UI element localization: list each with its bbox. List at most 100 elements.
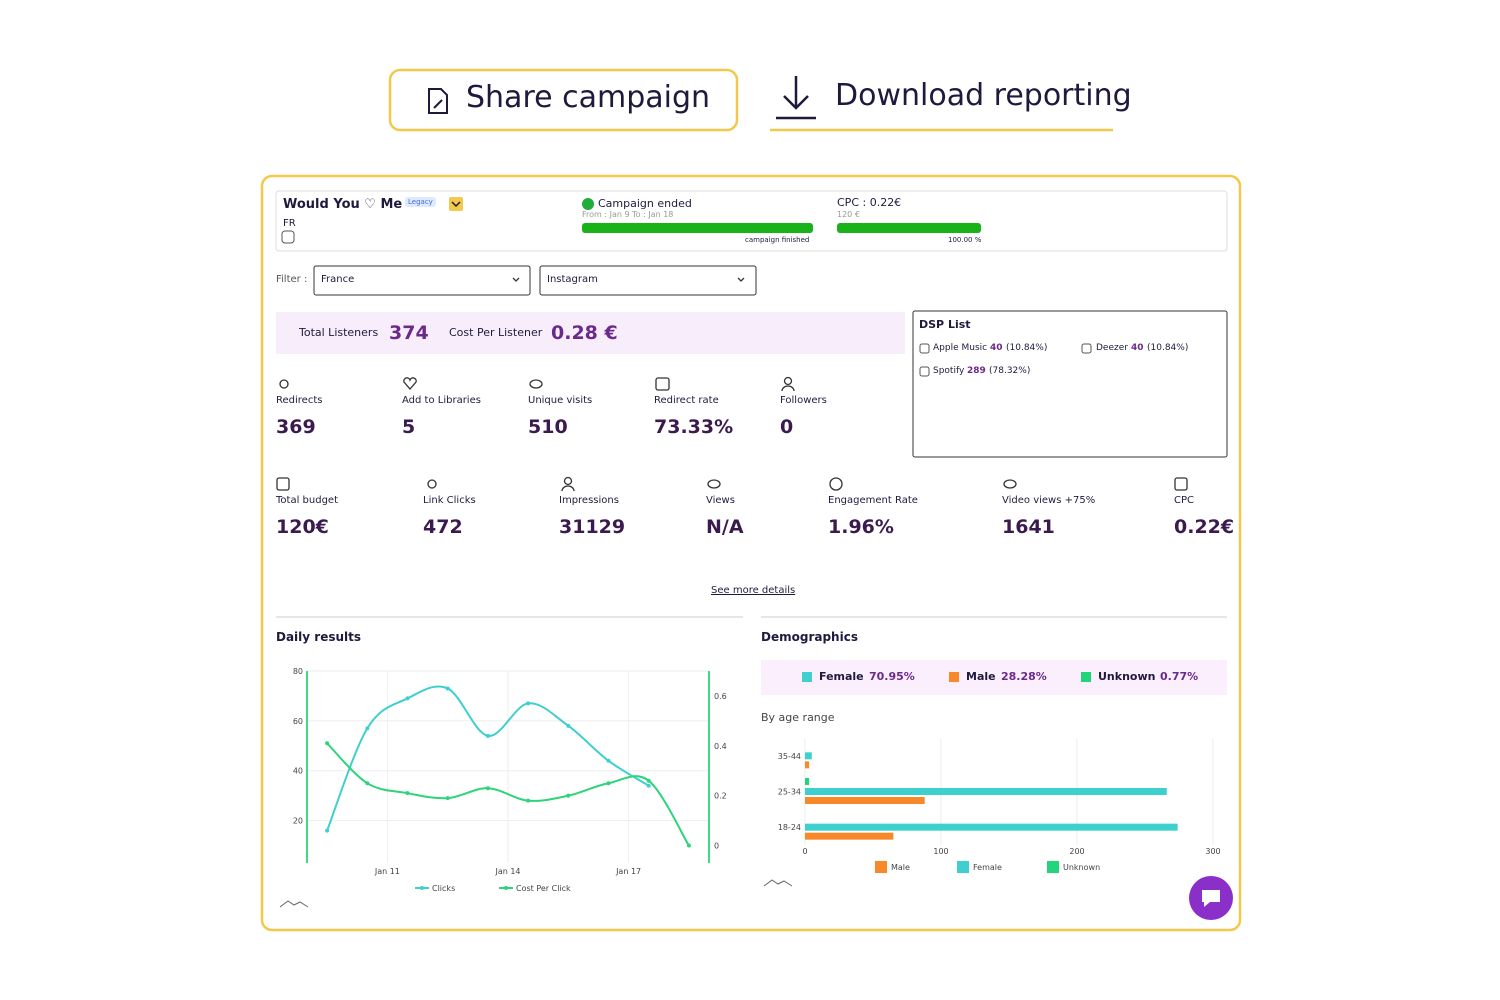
status: Campaign ended [598,197,692,210]
dsp-count: 40 [1131,343,1144,353]
legend-label: Clicks [432,884,455,893]
totals-band [276,312,905,354]
metric-value: 0 [780,416,794,438]
see-more[interactable]: See more details [711,585,796,596]
bar [805,752,812,760]
age-title: By age range [761,711,835,724]
dates: From : Jan 9 To : Jan 18 [582,210,674,219]
metric-label: Views [706,495,735,506]
bar [805,823,1178,831]
metric-label: Engagement Rate [828,495,918,506]
country-select[interactable] [313,265,531,296]
y2-tick-label: 0.2 [714,792,727,801]
chat-icon [1202,890,1220,907]
dsp-count: 40 [990,343,1003,353]
point [526,798,531,803]
legend-swatch [949,672,959,682]
download-label[interactable]: Download reporting [835,78,1132,113]
platform-value[interactable]: Instagram [547,274,598,285]
metric-value: 5 [402,416,416,438]
metric-value: 510 [528,416,568,438]
metric-label: Impressions [559,495,619,506]
gender-value: 0.77% [1160,670,1199,683]
gender-band [761,660,1227,695]
series-line [326,742,690,847]
gender-name: Female [819,670,864,683]
category-label: 25-34 [778,788,801,797]
dsp-name: Deezer [1096,343,1128,353]
platform-select[interactable] [539,265,757,296]
legend-label: Cost Per Click [516,884,571,893]
total-value: 0.28 € [551,322,618,344]
chart-logo [763,879,793,887]
campaign-box [275,190,1228,252]
country: FR [283,218,296,229]
metric-value: 1641 [1002,516,1055,538]
progress-bar [582,223,813,233]
bar [805,788,1167,795]
metric-icons [276,376,1188,492]
point [325,828,330,833]
metric-value: 73.33% [654,416,734,438]
legend-swatch [957,861,969,873]
y-tick-label: 20 [293,817,303,826]
gender-value: 70.95% [869,670,915,683]
legend-label: Unknown [1063,863,1100,872]
share-button[interactable] [388,68,739,132]
point [686,843,691,848]
x-tick-label: Jan 14 [494,867,520,876]
point [365,781,370,786]
y-tick-label: 40 [293,767,303,776]
category-label: 35-44 [778,752,801,761]
bar [805,778,810,785]
legend-dot [504,886,508,890]
x-tick-label: 100 [933,847,948,856]
legend-dot [420,886,424,890]
metric-value: 120€ [276,516,329,538]
point [445,686,450,691]
download-icon [783,76,809,110]
x-tick-label: 300 [1205,847,1220,856]
point [606,781,611,786]
point [405,791,410,796]
point [485,733,490,738]
y2-tick-label: 0 [714,842,719,851]
card [260,174,1242,932]
point [566,723,571,728]
metric-value: 472 [423,516,463,538]
metric-label: Link Clicks [423,495,476,506]
x-tick-label: Jan 17 [615,867,641,876]
gender-name: Unknown [1098,670,1156,683]
point [646,778,651,783]
dsp-title: DSP List [919,318,971,331]
bar [805,797,925,804]
metric-value: 1.96% [828,516,894,538]
category-label: 18-24 [778,823,801,832]
budget-progress: 100.00 % [948,236,982,244]
dropdown-toggle[interactable] [449,197,463,211]
country-value[interactable]: France [321,274,355,285]
y-tick-label: 60 [293,717,303,726]
dsp-icons [919,343,1092,377]
instagram-icon [281,230,295,244]
status-icon [582,198,594,210]
point [485,786,490,791]
daily-title: Daily results [276,630,362,644]
y2-tick-label: 0.6 [714,692,727,701]
point [606,758,611,763]
point [325,741,330,746]
dsp-count: 289 [967,366,986,376]
metric-label: Add to Libraries [402,395,481,406]
dsp-box [912,310,1228,458]
gender-name: Male [966,670,996,683]
point [405,696,410,701]
share-label[interactable]: Share campaign [466,80,711,115]
x-tick-label: 200 [1069,847,1084,856]
budget-bar [837,223,981,233]
point [365,726,370,731]
point [445,796,450,801]
total-label: Cost Per Listener [449,326,543,339]
chevrons [512,277,745,282]
